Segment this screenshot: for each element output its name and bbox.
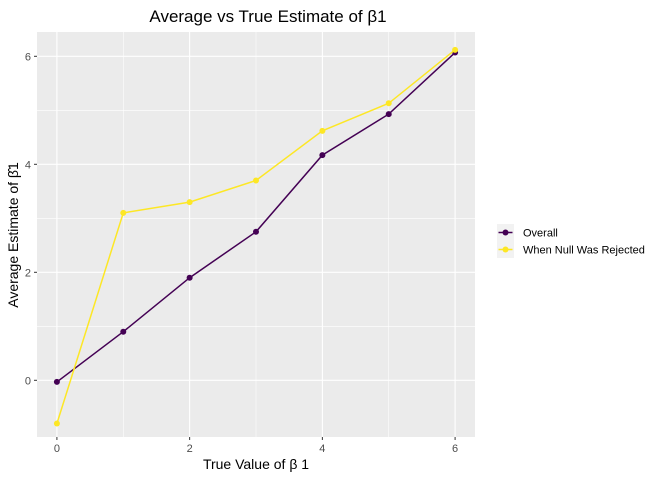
legend-key-point [502,229,509,236]
y-axis-title: Average Estimate of β̂1 [5,162,21,308]
x-tick-label: 2 [187,443,193,455]
y-axis-ticks: 0 2 4 6 [25,51,37,387]
x-axis-title: True Value of β 1 [203,456,309,472]
data-point [452,46,459,53]
legend-item: Overall [497,224,558,241]
y-tick-label: 0 [25,375,31,387]
data-point [385,100,392,107]
data-point [53,420,60,427]
y-tick-label: 6 [25,51,31,63]
legend-label: Overall [523,228,558,240]
legend-item: When Null Was Rejected [497,241,645,258]
x-tick-label: 0 [54,443,60,455]
data-point [253,228,259,235]
series-2 [53,46,459,427]
x-tick-label: 4 [319,443,325,455]
data-point [385,111,392,118]
data-point [186,274,193,281]
x-tick-label: 6 [452,443,458,455]
data-point [319,127,326,134]
data-point [253,177,259,184]
legend: Overall When Null Was Rejected [497,224,645,258]
x-axis-ticks: 0 2 4 6 [54,437,458,455]
data-point [186,199,193,206]
data-point [120,209,127,216]
legend-label: When Null Was Rejected [523,245,645,257]
data-point [319,152,326,159]
chart-title: Average vs True Estimate of β1 [149,7,386,26]
y-tick-label: 2 [25,267,31,279]
y-tick-label: 4 [25,159,31,171]
data-point [53,378,60,385]
legend-key-point [502,246,509,253]
series-layer [53,46,459,427]
major-gridlines [37,32,475,437]
data-point [120,328,127,335]
